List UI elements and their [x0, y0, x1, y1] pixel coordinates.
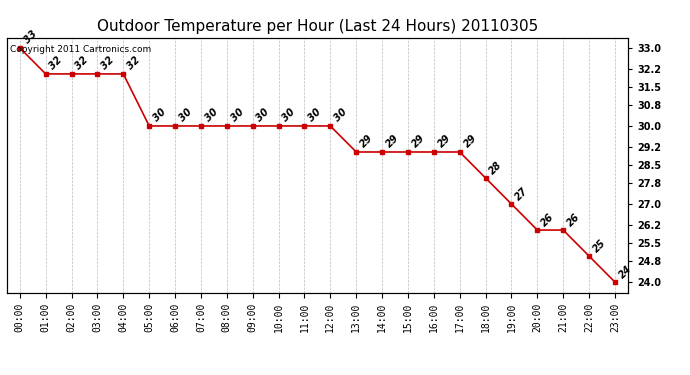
- Text: 28: 28: [488, 159, 504, 176]
- Text: 26: 26: [540, 211, 556, 228]
- Text: 26: 26: [565, 211, 582, 228]
- Text: 33: 33: [22, 29, 39, 46]
- Text: 30: 30: [306, 107, 323, 124]
- Text: 30: 30: [151, 107, 168, 124]
- Text: 24: 24: [617, 263, 633, 280]
- Text: 30: 30: [203, 107, 219, 124]
- Text: 32: 32: [74, 55, 90, 72]
- Text: 32: 32: [126, 55, 142, 72]
- Text: 30: 30: [333, 107, 349, 124]
- Text: 30: 30: [281, 107, 297, 124]
- Title: Outdoor Temperature per Hour (Last 24 Hours) 20110305: Outdoor Temperature per Hour (Last 24 Ho…: [97, 18, 538, 33]
- Text: 29: 29: [462, 133, 478, 150]
- Text: 29: 29: [436, 133, 453, 150]
- Text: 27: 27: [513, 185, 530, 202]
- Text: 29: 29: [358, 133, 375, 150]
- Text: Copyright 2011 Cartronics.com: Copyright 2011 Cartronics.com: [10, 45, 151, 54]
- Text: 29: 29: [384, 133, 401, 150]
- Text: 30: 30: [255, 107, 271, 124]
- Text: 32: 32: [48, 55, 64, 72]
- Text: 30: 30: [229, 107, 246, 124]
- Text: 30: 30: [177, 107, 194, 124]
- Text: 25: 25: [591, 237, 608, 254]
- Text: 32: 32: [99, 55, 116, 72]
- Text: 29: 29: [410, 133, 426, 150]
